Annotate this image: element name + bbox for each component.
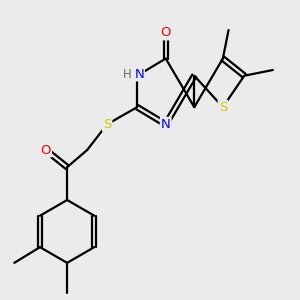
Text: O: O [160,26,171,39]
Text: S: S [103,118,111,131]
Text: N: N [161,118,171,131]
Text: N: N [135,68,144,81]
Text: S: S [219,100,227,114]
Text: H: H [123,68,131,81]
Text: O: O [40,143,51,157]
